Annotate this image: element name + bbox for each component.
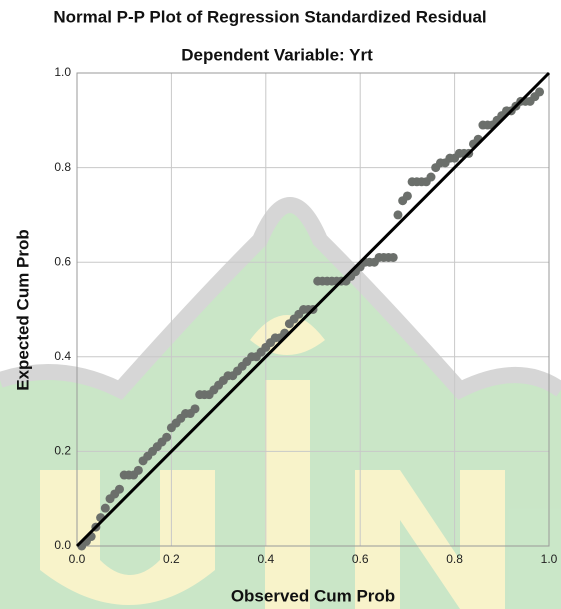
point	[101, 504, 110, 513]
point	[393, 210, 402, 219]
x-tick-label: 1.0	[541, 552, 558, 566]
y-tick-label: 0.0	[54, 538, 71, 552]
x-tick-label: 0.4	[257, 552, 274, 566]
y-axis-title: Expected Cum Prob	[13, 229, 32, 391]
point	[191, 404, 200, 413]
y-tick-label: 0.8	[54, 160, 71, 174]
x-tick-label: 0.6	[352, 552, 369, 566]
point	[115, 485, 124, 494]
y-tick-label: 0.2	[54, 444, 71, 458]
point	[162, 433, 171, 442]
y-tick-label: 0.4	[54, 349, 71, 363]
point	[134, 466, 143, 475]
point	[403, 191, 412, 200]
y-tick-label: 1.0	[54, 65, 71, 79]
x-tick-label: 0.0	[69, 552, 86, 566]
point	[427, 173, 436, 182]
y-tick-label: 0.6	[54, 254, 71, 268]
x-tick-label: 0.8	[446, 552, 463, 566]
chart-subtitle: Dependent Variable: Yrt	[181, 45, 373, 64]
chart-title: Normal P-P Plot of Regression Standardiz…	[53, 7, 486, 26]
point	[389, 253, 398, 262]
chart: Normal P-P Plot of Regression Standardiz…	[0, 0, 561, 609]
x-tick-label: 0.2	[163, 552, 180, 566]
point	[535, 87, 544, 96]
x-axis-title: Observed Cum Prob	[231, 586, 395, 605]
